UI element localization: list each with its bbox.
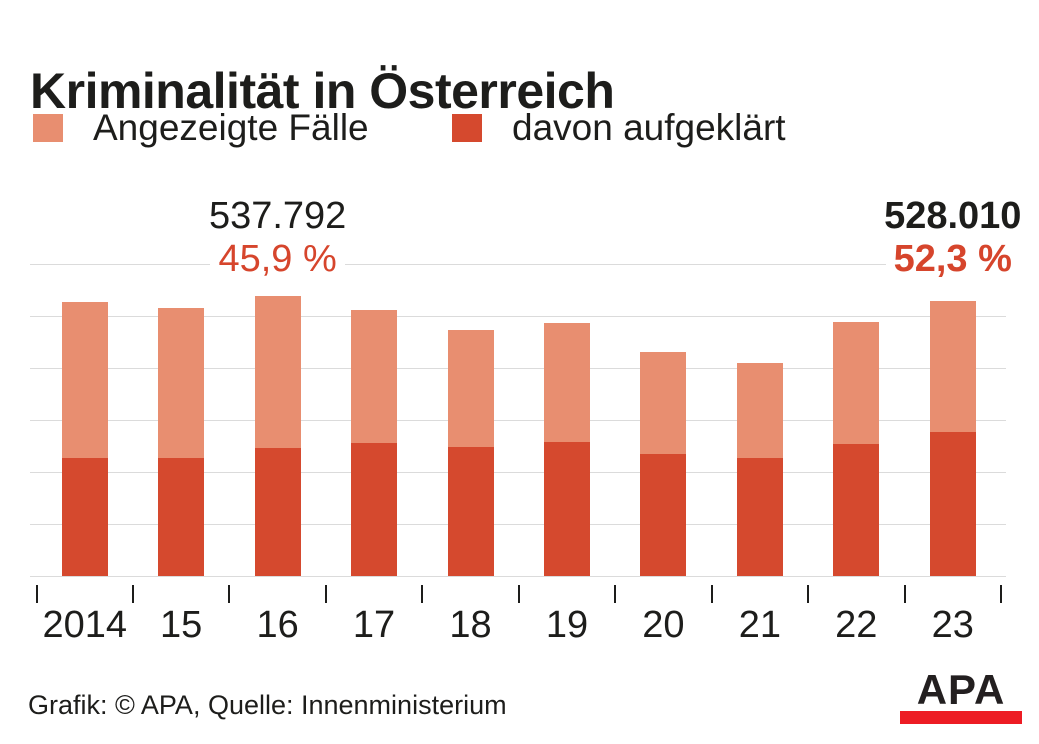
annotation-value: 528.010 — [884, 195, 1022, 237]
bar-solved-2014 — [61, 458, 108, 576]
gridline — [30, 524, 1006, 525]
bar-solved-19 — [543, 442, 590, 576]
page-title: Kriminalität in Österreich — [30, 62, 615, 119]
x-axis-label-2014: 2014 — [42, 604, 127, 646]
x-axis-tick — [614, 585, 617, 603]
x-axis-tick — [710, 585, 713, 603]
bar-solved-18 — [447, 446, 494, 576]
legend-label-reported: Angezeigte Fälle — [93, 107, 369, 148]
bar-solved-23 — [929, 432, 976, 576]
bar-solved-16 — [254, 447, 301, 576]
annotation-percentage: 52,3 % — [885, 239, 1020, 279]
x-axis-tick — [807, 585, 810, 603]
gridline — [30, 316, 1006, 317]
legend-swatch-solved-icon — [452, 114, 482, 142]
x-axis-label-21: 21 — [738, 604, 782, 646]
gridline — [30, 576, 1006, 577]
x-axis-label-16: 16 — [256, 604, 299, 646]
legend-label-solved: davon aufgeklärt — [512, 107, 786, 148]
apa-logo-red-bar — [900, 711, 1022, 724]
x-axis-tick — [228, 585, 231, 603]
x-axis-label-20: 20 — [642, 604, 685, 646]
x-axis-tick — [1000, 585, 1002, 603]
bar-solved-20 — [640, 454, 687, 576]
x-axis-label-23: 23 — [931, 604, 974, 646]
annotation-value: 537.792 — [208, 195, 347, 237]
x-axis-tick — [903, 585, 906, 603]
bar-solved-21 — [736, 458, 783, 576]
bar-solved-22 — [833, 444, 880, 576]
x-axis-tick — [35, 585, 38, 603]
annotation-percentage: 45,9 % — [210, 239, 345, 279]
x-axis-tick — [131, 585, 134, 603]
source-credit: Grafik: © APA, Quelle: Innenministerium — [28, 690, 507, 720]
x-axis-tick — [421, 585, 424, 603]
x-axis-tick — [517, 585, 520, 603]
x-axis-label-22: 22 — [835, 604, 878, 646]
gridline — [30, 420, 1006, 421]
x-axis-label-17: 17 — [352, 604, 396, 646]
x-axis-label-15: 15 — [160, 604, 203, 646]
apa-logo-text: APA — [916, 666, 1006, 713]
x-axis-label-18: 18 — [449, 604, 492, 646]
x-axis-tick — [324, 585, 327, 603]
gridline — [30, 472, 1006, 473]
bar-solved-15 — [158, 458, 205, 576]
gridline — [30, 368, 1006, 369]
annotation-16: 537.792 45,9 % — [148, 196, 408, 279]
bar-solved-17 — [351, 443, 398, 576]
legend-swatch-reported-icon — [33, 114, 63, 142]
x-axis-label-19: 19 — [545, 604, 589, 646]
gridline — [30, 264, 1006, 265]
annotation-23: 528.010 52,3 % — [823, 196, 1039, 279]
apa-logo: APA — [900, 668, 1022, 726]
